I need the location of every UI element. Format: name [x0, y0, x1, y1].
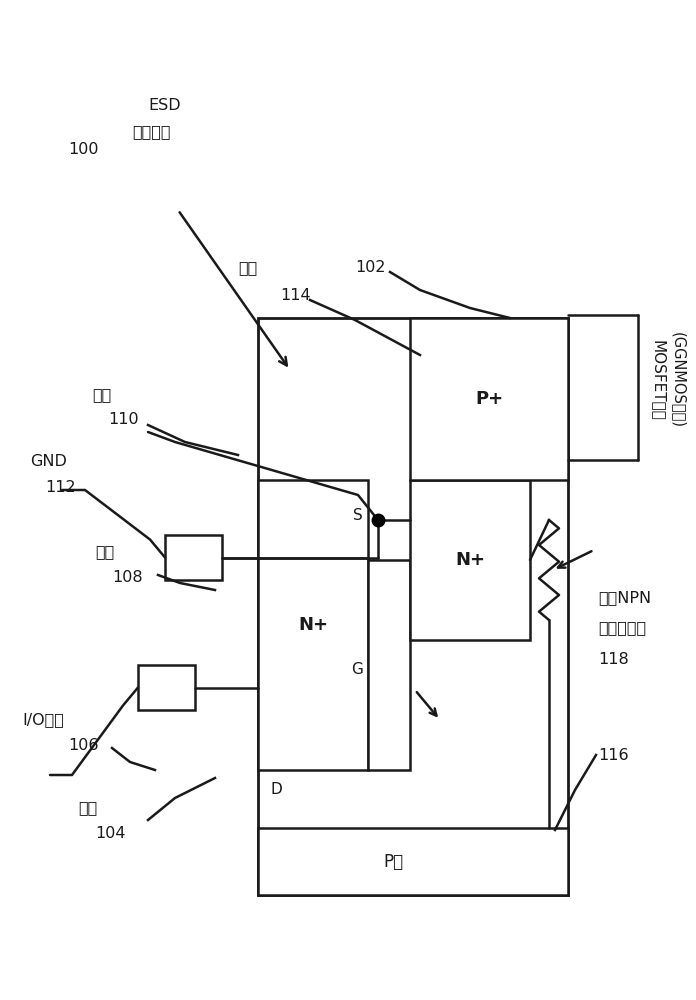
Text: MOSFET器件: MOSFET器件	[651, 340, 665, 420]
Text: 栌极: 栌极	[95, 544, 114, 560]
Text: 104: 104	[95, 826, 125, 840]
Text: P阱: P阱	[383, 852, 403, 870]
Text: N+: N+	[298, 616, 328, 634]
Text: I/O焊盘: I/O焊盘	[22, 712, 64, 728]
Text: 110: 110	[108, 412, 139, 428]
Text: 116: 116	[598, 748, 628, 762]
Text: 漏极: 漏极	[78, 800, 97, 816]
Text: N+: N+	[455, 551, 485, 569]
Text: 主体: 主体	[238, 260, 258, 275]
Text: 寄生NPN: 寄生NPN	[598, 590, 651, 605]
Text: (GGNMOS器件): (GGNMOS器件)	[670, 332, 686, 428]
Text: 112: 112	[45, 481, 76, 495]
Text: 100: 100	[68, 142, 99, 157]
Bar	[258, 480, 368, 770]
Bar	[138, 665, 195, 710]
Text: 106: 106	[68, 738, 99, 752]
Text: D: D	[270, 782, 282, 798]
Bar	[258, 828, 568, 895]
Text: ESD: ESD	[148, 98, 181, 112]
Bar	[368, 560, 410, 770]
Bar	[165, 535, 222, 580]
Text: 102: 102	[355, 260, 386, 275]
Text: P+: P+	[475, 390, 503, 408]
Bar	[410, 480, 530, 640]
Text: G: G	[351, 662, 363, 678]
Text: 118: 118	[598, 652, 628, 668]
Bar	[410, 318, 568, 480]
Text: 双极晶体管: 双极晶体管	[598, 620, 646, 636]
Text: 锁位装置: 锁位装置	[132, 124, 171, 139]
Text: 108: 108	[112, 570, 143, 585]
Text: 源极: 源极	[92, 387, 111, 402]
Bar	[258, 318, 568, 895]
Text: 114: 114	[280, 288, 310, 302]
Text: GND: GND	[30, 454, 67, 470]
Text: S: S	[354, 508, 363, 522]
